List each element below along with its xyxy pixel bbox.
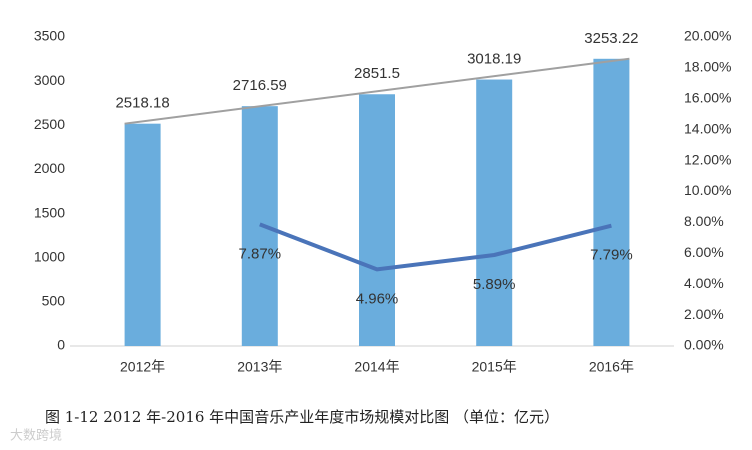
y2-tick-label: 16.00% [684, 90, 731, 106]
y2-tick-label: 0.00% [684, 337, 724, 353]
bar-label: 3018.19 [467, 51, 521, 68]
y-tick-label: 1000 [34, 248, 65, 264]
bar-label: 2518.18 [115, 95, 169, 112]
line-label: 4.96% [356, 290, 399, 307]
y2-tick-label: 10.00% [684, 182, 731, 198]
chart-title: 图 1-12 2012 年-2016 年中国音乐产业年度市场规模对比图 （单位：… [45, 408, 559, 426]
line [259, 222, 612, 272]
y-tick-label: 3000 [34, 72, 65, 88]
bar [124, 123, 161, 346]
y2-tick-label: 2.00% [684, 306, 724, 322]
bar-label: 3253.22 [584, 30, 638, 47]
bar-label: 2851.5 [354, 65, 400, 82]
x-tick-label: 2012年 [120, 359, 165, 375]
y-tick-label: 3500 [34, 28, 65, 44]
x-tick-label: 2016年 [589, 359, 634, 375]
x-tick-label: 2015年 [472, 359, 517, 375]
line-label: 5.89% [473, 276, 516, 293]
y2-tick-label: 6.00% [684, 244, 724, 260]
line-label: 7.79% [590, 247, 633, 264]
bar [359, 94, 395, 346]
bar [476, 79, 513, 347]
y-tick-label: 2500 [34, 116, 65, 132]
watermark: 大数跨境 [10, 427, 62, 442]
y-tick-label: 1500 [34, 204, 65, 220]
y-tick-label: 2000 [34, 160, 65, 176]
y2-tick-label: 12.00% [684, 151, 731, 167]
bar-label: 2716.59 [233, 77, 287, 94]
trend-line [124, 57, 630, 125]
y2-tick-label: 8.00% [684, 213, 724, 229]
y2-tick-label: 4.00% [684, 275, 724, 291]
y-tick-label: 500 [42, 293, 66, 309]
y2-tick-label: 18.00% [684, 59, 731, 75]
y2-tick-label: 20.00% [684, 28, 731, 44]
y2-tick-label: 14.00% [684, 120, 731, 136]
bar [593, 58, 630, 347]
y-tick-label: 0 [57, 337, 65, 353]
x-tick-label: 2014年 [354, 359, 399, 375]
line-label: 7.87% [239, 245, 282, 262]
x-tick-label: 2013年 [237, 359, 282, 375]
